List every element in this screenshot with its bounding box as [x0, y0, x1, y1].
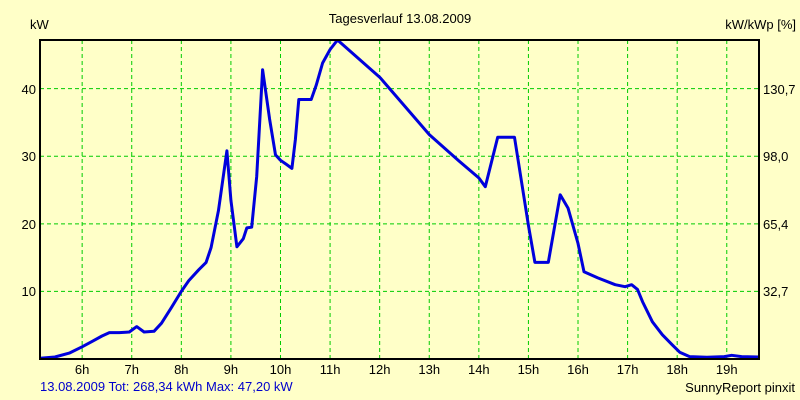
- x-tick-label: 14h: [467, 362, 490, 377]
- left-axis-unit-label: kW: [30, 17, 49, 32]
- x-tick-label: 12h: [368, 362, 391, 377]
- x-tick-label: 19h: [715, 362, 738, 377]
- x-tick-label: 18h: [666, 362, 689, 377]
- x-tick-label: 16h: [567, 362, 589, 377]
- y-tick-label-right: 130,7: [763, 81, 796, 97]
- y-tick-label-left: 20: [21, 216, 36, 232]
- x-tick-label: 11h: [319, 362, 341, 377]
- y-tick-label-right: 32,7: [763, 284, 789, 300]
- x-tick-label: 13h: [418, 362, 441, 377]
- x-tick-label: 8h: [174, 362, 189, 377]
- right-axis-unit-label: kW/kWp [%]: [725, 17, 796, 32]
- power-curve: [40, 39, 759, 360]
- x-tick-label: 17h: [616, 362, 639, 377]
- y-tick-label-left: 30: [21, 149, 36, 165]
- x-tick-label: 6h: [74, 362, 90, 377]
- x-tick-label: 10h: [269, 362, 292, 377]
- app-credit-label: SunnyReport pinxit: [685, 380, 795, 395]
- chart-title: Tagesverlauf 13.08.2009: [328, 11, 472, 26]
- y-tick-label-left: 10: [21, 284, 36, 300]
- chart-footer-stats: 13.08.2009 Tot: 268,34 kWh Max: 47,20 kW: [40, 379, 293, 394]
- x-tick-label: 15h: [517, 362, 540, 377]
- y-tick-label-right: 98,0: [763, 149, 789, 165]
- y-tick-label-right: 65,4: [763, 216, 789, 232]
- plot-frame: [39, 39, 760, 360]
- x-tick-label: 9h: [223, 362, 239, 377]
- y-tick-label-left: 40: [21, 81, 36, 97]
- x-tick-label: 7h: [124, 362, 139, 377]
